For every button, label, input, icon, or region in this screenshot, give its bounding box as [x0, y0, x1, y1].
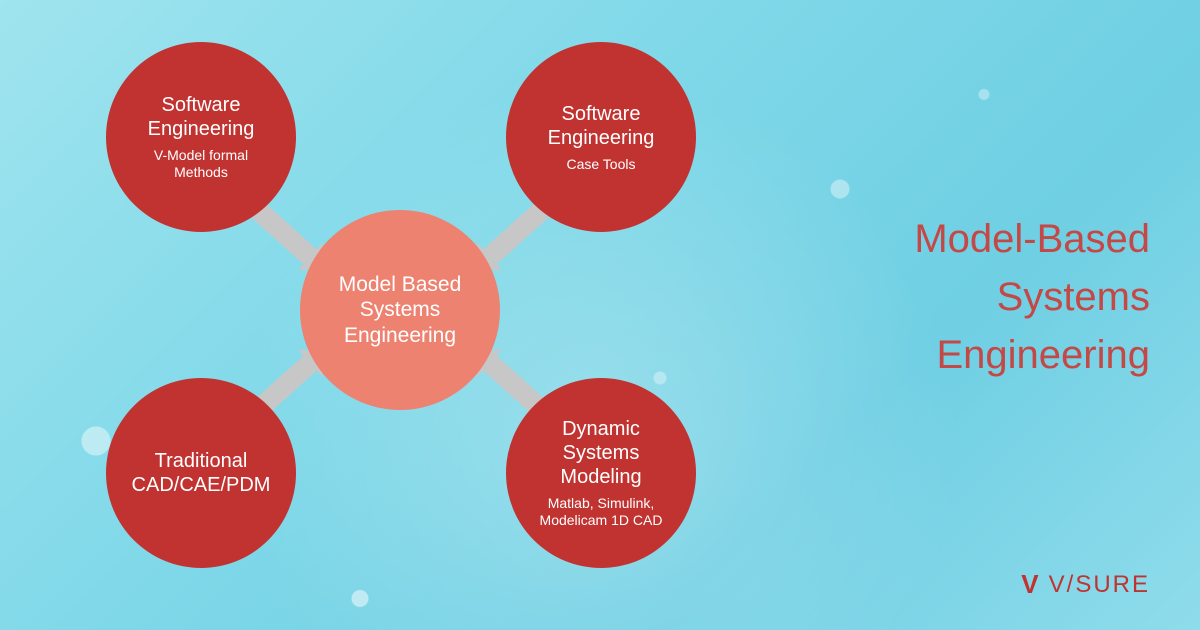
headline-text: Model-Based Systems Engineering [914, 217, 1150, 377]
node-title: Traditional CAD/CAE/PDM [121, 449, 281, 497]
arrow-from-se-vmodel [251, 203, 316, 265]
node-se-vmodel: Software Engineering V-Model formal Meth… [106, 42, 296, 232]
arrow-from-se-case [483, 203, 548, 265]
logo-mark-icon: V [1021, 569, 1038, 600]
node-subtitle: Case Tools [566, 156, 635, 173]
node-title: Software Engineering [521, 102, 681, 150]
node-se-case: Software Engineering Case Tools [506, 42, 696, 232]
center-node-title: Model Based Systems Engineering [318, 272, 482, 348]
brand-logo: V V/SURE [1021, 569, 1150, 600]
node-dynamic: Dynamic Systems Modeling Matlab, Simulin… [506, 378, 696, 568]
logo-wordmark: V/SURE [1049, 571, 1150, 599]
page-headline: Model-Based Systems Engineering [790, 210, 1150, 384]
node-title: Software Engineering [121, 93, 281, 141]
infographic-canvas: Model Based Systems Engineering Software… [0, 0, 1200, 630]
center-node: Model Based Systems Engineering [300, 210, 500, 410]
node-cad: Traditional CAD/CAE/PDM [106, 378, 296, 568]
node-subtitle: V-Model formal Methods [126, 147, 276, 181]
node-title: Dynamic Systems Modeling [521, 417, 681, 489]
node-subtitle: Matlab, Simulink, Modelicam 1D CAD [526, 495, 676, 529]
